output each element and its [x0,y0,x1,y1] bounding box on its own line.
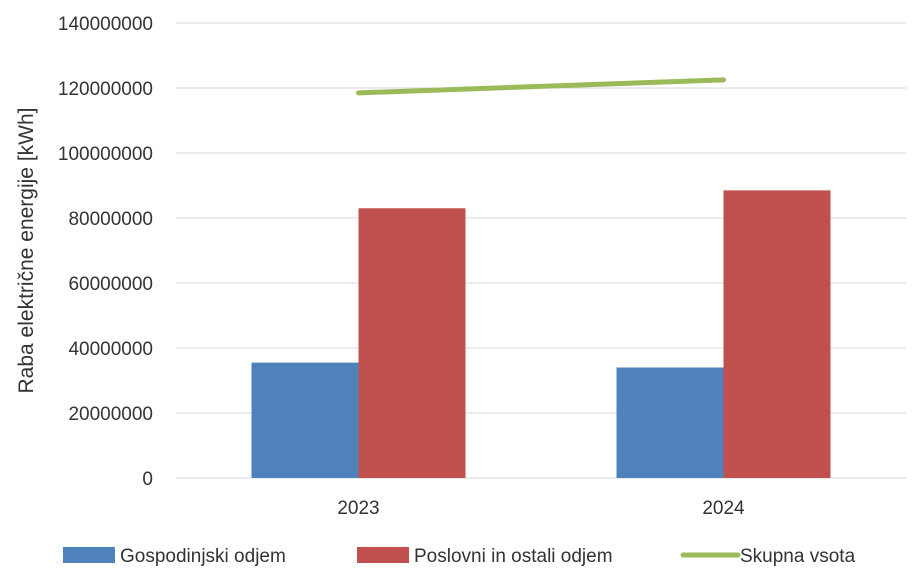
legend-label: Poslovni in ostali odjem [414,546,613,567]
y-tick-label: 120000000 [58,79,153,100]
legend-label: Skupna vsota [740,546,856,567]
y-tick-label: 60000000 [68,274,153,295]
x-tick-labels: 2023 2024 [337,498,745,519]
y-axis-title: Raba električne energije [kWh] [15,108,38,394]
bar-poslovni-in-ostali-odjem-2024 [723,190,831,478]
y-tick-labels: 0 20000000 40000000 60000000 80000000 1000000… [58,14,153,490]
x-tick-label: 2024 [702,498,745,519]
y-tick-label: 80000000 [68,209,153,230]
bar-gospodinjski-odjem-2023 [251,362,359,478]
legend: Gospodinjski odjem Poslovni in ostali odj… [63,546,856,567]
line-skupna-vsota [356,77,726,96]
legend-swatch [357,547,409,563]
y-tick-label: 100000000 [58,144,153,165]
bar-poslovni-in-ostali-odjem-2023 [358,208,466,478]
x-tick-label: 2023 [337,498,379,519]
legend-swatch [63,547,115,563]
lines [356,77,726,96]
y-tick-label: 140000000 [58,14,153,35]
bars [251,190,831,478]
y-tick-label: 0 [142,469,153,490]
bar-gospodinjski-odjem-2024 [616,367,724,478]
legend-label: Gospodinjski odjem [120,546,286,567]
y-tick-label: 40000000 [68,339,153,360]
y-tick-label: 20000000 [68,404,153,425]
